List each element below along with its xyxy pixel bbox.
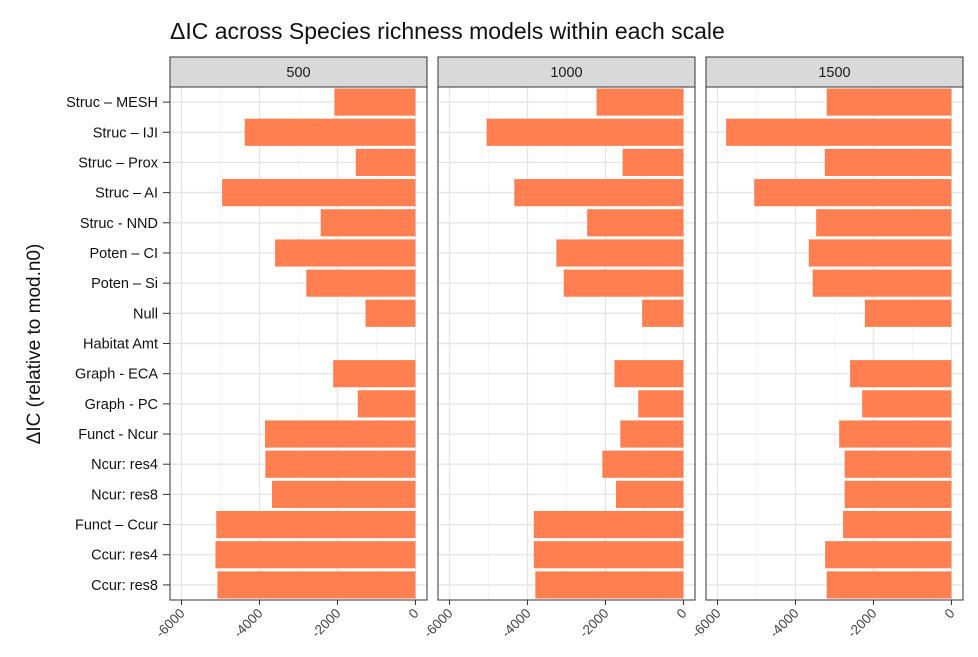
facet-strip-label: 1500 [818,65,850,81]
bar [533,510,684,539]
y-tick-label: Struc - NND [80,216,158,232]
bar [826,571,952,599]
y-tick-label: Ccur: res8 [91,578,158,594]
y-tick-label: Poten – Si [91,276,158,292]
facet-panel-1500: 1500 -6000 -4000 -2000 0 [689,56,964,641]
x-tick-label: -4000 [499,606,534,641]
bar [726,118,952,146]
x-tick-label: -4000 [231,606,266,641]
facet-strip [705,56,964,88]
x-tick-label: 0 [942,606,958,622]
facet-panel-500: 500 -6000 -4000 -2000 0 [153,56,428,641]
bar [808,239,952,267]
bar [216,510,416,539]
bar [844,450,952,478]
y-tick-label: Ncur: res8 [91,487,158,503]
x-tick-label: 0 [674,606,690,622]
bar [864,299,952,327]
y-tick-label: Struc – AI [95,186,158,202]
y-tick-label: Null [133,306,158,322]
facet-panel-1000: 1000 -6000 -4000 -2000 0 [421,56,696,641]
bar [222,179,416,207]
facet-strip [437,56,696,88]
bar [587,209,684,237]
bar [816,209,952,237]
bar [616,480,684,508]
bar [355,148,416,177]
x-tick-label: -6000 [421,606,456,641]
bar [844,480,952,508]
bar [642,299,684,327]
bar [614,360,684,388]
y-tick-label: Poten – CI [89,246,158,262]
bar [365,299,416,327]
bar [825,541,952,569]
x-tick-label: -4000 [767,606,802,641]
x-tick-label: -2000 [577,606,612,641]
bar [264,420,416,448]
y-tick-label: Habitat Amt [83,337,158,353]
bar [622,148,684,177]
bar [244,118,416,146]
bar [754,179,952,207]
bar [826,88,952,116]
bar [271,480,416,508]
y-tick-label: Funct – Ccur [75,518,158,534]
facet-strip [169,56,428,88]
y-tick-label: Funct - Ncur [78,427,158,443]
facet-strip-label: 500 [286,65,310,81]
bar [620,420,684,448]
bar [486,118,684,146]
bar [533,541,684,569]
bar [333,360,416,388]
bar [812,269,952,297]
bar [862,390,952,418]
bar [638,390,684,418]
y-tick-label: Struc – MESH [66,95,158,111]
bar [275,239,416,267]
category-axis: Struc – MESH Struc – IJI Struc – Prox Struc… [66,95,170,594]
y-tick-label: Ccur: res4 [91,548,158,564]
bar [357,390,416,418]
bar [514,179,684,207]
bar [602,450,684,478]
bar [215,541,416,569]
bar [306,269,416,297]
bar [265,450,416,478]
bar [320,209,416,237]
bar [334,88,416,116]
x-tick-label: -6000 [153,606,188,641]
facet-strip-label: 1000 [550,65,582,81]
bar [850,360,952,388]
bar [843,510,952,539]
bar [596,88,684,116]
x-tick-label: 0 [406,606,422,622]
y-tick-label: Graph - PC [85,397,158,413]
bar [839,420,952,448]
bar [824,148,952,177]
bar [563,269,684,297]
y-tick-label: Struc – IJI [93,125,158,141]
bar [556,239,684,267]
bar [217,571,416,599]
x-tick-label: -6000 [689,606,724,641]
y-tick-label: Ncur: res4 [91,457,158,473]
bar [535,571,684,599]
y-tick-label: Graph - ECA [75,367,158,383]
y-tick-label: Struc – Prox [78,155,159,171]
x-tick-label: -2000 [845,606,880,641]
chart-title: ΔIC across Species richness models withi… [170,18,725,44]
x-tick-label: -2000 [309,606,344,641]
y-axis-label: ΔIC (relative to mod.n0) [24,244,45,445]
